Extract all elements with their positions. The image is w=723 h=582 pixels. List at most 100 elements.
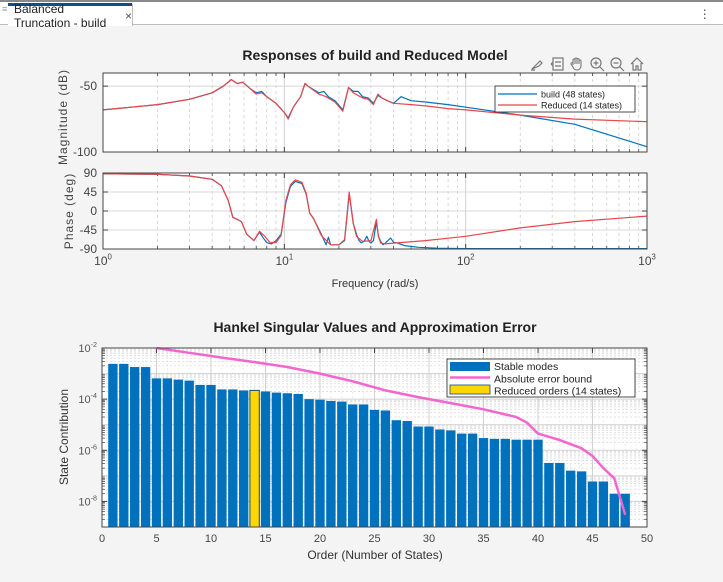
ytick-label: 45 <box>84 185 98 199</box>
zoom-out-icon[interactable] <box>607 54 626 73</box>
hankel-bar <box>337 401 347 527</box>
legend-box <box>494 85 636 113</box>
hankel-bar <box>446 430 456 527</box>
ytick-label: -90 <box>80 242 98 256</box>
brush-icon[interactable] <box>527 54 546 73</box>
phase-ylabel: Phase (deg) <box>62 173 76 249</box>
hankel-bar <box>369 409 380 527</box>
tab-bar: ≡ Balanced Truncation - build × · · · <box>0 0 723 30</box>
hankel-bar <box>358 404 369 527</box>
build-phase-line <box>102 173 647 250</box>
ytick-label: -50 <box>80 79 98 93</box>
magnitude-axes: -50 -100 build (48 states)Reduced (14 stat… <box>73 72 648 159</box>
hankel-bar <box>348 404 358 527</box>
hankel-bar <box>478 438 489 527</box>
build-magnitude-line <box>102 78 648 148</box>
bode-title: Responses of build and Reduced Model <box>242 47 507 63</box>
error-bound-line <box>156 346 627 516</box>
hankel-bar <box>108 363 118 527</box>
hankel-bar <box>533 439 543 527</box>
tab-divider <box>132 4 133 26</box>
axes-frame <box>102 172 648 250</box>
hankel-bar <box>184 380 194 527</box>
xtick-label: 103 <box>638 253 656 268</box>
magnitude-ylabel: Magnitude (dB) <box>56 69 70 165</box>
xtick-label: 45 <box>586 533 598 545</box>
legend-label: Reduced (14 states) <box>541 101 622 111</box>
hankel-bar <box>195 384 205 527</box>
plot-area <box>102 348 647 527</box>
hankel-bar <box>271 392 282 527</box>
legend-toggle-icon[interactable] <box>547 54 566 73</box>
pan-hand-icon[interactable] <box>567 54 586 73</box>
ytick-label: 0 <box>90 204 97 218</box>
xtick-label: 15 <box>259 533 271 545</box>
hankel-bar <box>457 433 467 527</box>
xtick-label: 25 <box>368 533 380 545</box>
reduced-phase-line <box>102 173 648 246</box>
ytick-label: -100 <box>73 145 97 159</box>
hankel-bar <box>544 462 554 527</box>
tab-title: Balanced Truncation - build <box>14 2 107 30</box>
ytick-label: 90 <box>84 166 98 180</box>
xtick-label: 5 <box>153 533 159 545</box>
hankel-bar <box>293 393 303 527</box>
ytick-label: -45 <box>80 223 98 237</box>
hankel-bar <box>522 439 532 527</box>
hankel-bar <box>162 378 173 527</box>
hankel-bar <box>413 426 423 527</box>
hankel-bar <box>217 389 227 527</box>
hankel-bar <box>282 393 292 527</box>
xtick-label: 10 <box>205 533 217 545</box>
hankel-bar <box>140 367 151 527</box>
hankel-bar <box>467 433 478 527</box>
hankel-bar <box>228 389 238 527</box>
zoom-in-icon[interactable] <box>587 54 606 73</box>
hankel-bar <box>489 438 500 527</box>
hankel-bar <box>304 399 314 527</box>
legend-swatch-bars <box>450 362 490 371</box>
axes-frame <box>102 72 648 153</box>
hankel-bar <box>435 429 445 527</box>
magnitude-legend: build (48 states)Reduced (14 states) <box>494 85 636 113</box>
reduced-order-bar <box>249 389 260 528</box>
hankel-ylabel: State Contribution <box>57 389 71 485</box>
frequency-xlabel: Frequency (rad/s) <box>332 278 419 290</box>
xtick-label: 0 <box>99 533 105 545</box>
legend-label: build (48 states) <box>541 90 605 100</box>
ytick-label: 10-8 <box>78 494 97 508</box>
plot-area <box>103 73 647 152</box>
ytick-label: 10-6 <box>78 443 97 457</box>
reduced-magnitude-line <box>102 78 648 123</box>
legend-swatch-highlight <box>449 384 491 395</box>
hankel-bar <box>620 493 630 527</box>
grip-icon[interactable]: ≡ <box>2 4 8 14</box>
hankel-bar <box>424 426 434 527</box>
xtick-label: 30 <box>423 533 435 545</box>
xtick-label: 100 <box>94 253 112 268</box>
hankel-bar <box>119 363 129 527</box>
hankel-bar <box>326 400 336 527</box>
plot-area <box>103 173 647 249</box>
kebab-menu-icon[interactable]: · · · <box>702 1 707 25</box>
hankel-bar <box>566 470 576 527</box>
hankel-bar <box>151 378 162 527</box>
axes-frame <box>101 347 648 528</box>
home-icon[interactable] <box>627 54 646 73</box>
hankel-bar <box>598 481 609 527</box>
tab-balanced-truncation[interactable]: Balanced Truncation - build × <box>8 2 132 30</box>
hankel-bar <box>206 384 216 527</box>
legend-label: Reduced orders (14 states) <box>494 386 621 398</box>
hankel-xlabel: Order (Number of States) <box>307 548 442 562</box>
xtick-label: 40 <box>532 533 544 545</box>
hankel-bar <box>576 471 587 527</box>
hankel-title: Hankel Singular Values and Approximation… <box>213 319 537 335</box>
close-icon[interactable]: × <box>124 9 132 23</box>
xtick-label: 50 <box>641 533 653 545</box>
hankel-bar <box>130 367 140 527</box>
legend-label: Stable modes <box>494 361 558 373</box>
hankel-bar <box>511 439 521 527</box>
hankel-bar <box>315 399 325 527</box>
